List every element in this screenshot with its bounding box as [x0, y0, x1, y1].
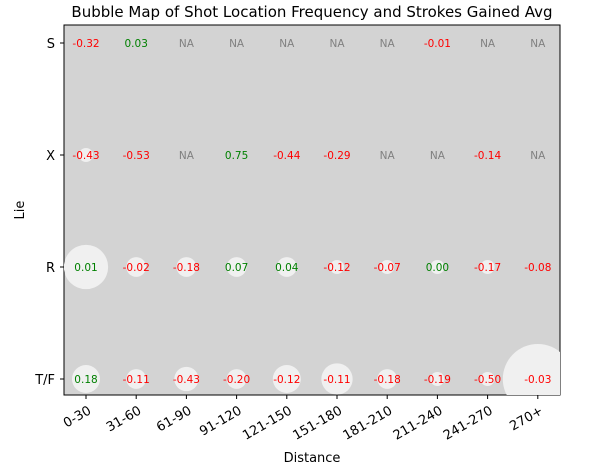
bubble-10 [79, 148, 93, 162]
plot-area [63, 24, 561, 396]
cell-label-29: -0.08 [524, 262, 551, 274]
x-tick-label-0: 0-30 [61, 403, 94, 431]
cell-label-5: NA [329, 38, 345, 50]
cell-label-37: -0.19 [424, 374, 451, 386]
cell-label-27: 0.00 [426, 262, 449, 274]
cell-label-34: -0.12 [273, 374, 300, 386]
cell-label-18: -0.14 [474, 150, 501, 162]
bubble-27 [430, 260, 445, 274]
x-axis-ticks: 0-30 31-60 61-90 91-120121-150151-180181-21… [61, 395, 546, 444]
cell-label-25: -0.12 [323, 262, 350, 274]
cell-label-2: NA [179, 38, 195, 50]
bubble-39 [502, 344, 560, 395]
cell-label-4: NA [279, 38, 295, 50]
cell-label-33: -0.20 [223, 374, 250, 386]
cell-label-16: NA [380, 150, 396, 162]
cell-label-10: -0.43 [72, 150, 99, 162]
bubble-37 [430, 372, 445, 386]
x-tick-label-4: 121-150 [240, 403, 295, 443]
bubble-28 [480, 260, 495, 274]
cell-label-22: -0.18 [173, 262, 200, 274]
cell-label-3: NA [229, 38, 245, 50]
cell-labels-layer: -0.32 0.03 NA NA NA NA NA -0.01 NA NA -0.43 -0.53 NA… [72, 38, 551, 386]
y-axis-ticks: S X R T/F [34, 37, 64, 388]
cell-label-8: NA [480, 38, 496, 50]
x-tick-label-2: 61-90 [154, 403, 194, 435]
y-tick-label-2: R [46, 261, 55, 276]
cell-label-12: NA [179, 150, 195, 162]
cell-label-13: 0.75 [225, 150, 248, 162]
cell-label-7: -0.01 [424, 38, 451, 50]
cell-label-38: -0.50 [474, 374, 501, 386]
bubble-25 [330, 260, 344, 274]
cell-label-17: NA [430, 150, 446, 162]
bubble-26 [380, 260, 395, 274]
cell-label-9: NA [530, 38, 546, 50]
x-tick-label-6: 181-210 [341, 403, 396, 443]
bubble-22 [176, 257, 197, 277]
y-axis-label: Lie [13, 201, 28, 220]
x-tick-label-3: 91-120 [197, 403, 244, 439]
cell-label-26: -0.07 [374, 262, 401, 274]
bubble-35 [321, 363, 353, 395]
x-tick-label-1: 31-60 [104, 403, 144, 435]
bubble-33 [226, 369, 247, 389]
y-tick-label-3: T/F [34, 373, 55, 388]
bubble-38 [480, 372, 495, 386]
cell-label-20: 0.01 [74, 262, 97, 274]
x-axis-label: Distance [284, 451, 341, 466]
bubble-21 [126, 257, 147, 277]
cell-label-19: NA [530, 150, 546, 162]
cell-label-28: -0.17 [474, 262, 501, 274]
bubble-24 [276, 257, 297, 277]
chart-title: Bubble Map of Shot Location Frequency an… [71, 3, 552, 21]
x-tick-label-8: 241-270 [441, 403, 496, 443]
cell-label-11: -0.53 [123, 150, 150, 162]
cell-label-36: -0.18 [374, 374, 401, 386]
cell-label-14: -0.44 [273, 150, 300, 162]
bubble-36 [377, 369, 398, 389]
bubble-34 [272, 365, 301, 393]
x-tick-label-7: 211-240 [391, 403, 446, 443]
cell-label-30: 0.18 [74, 374, 97, 386]
x-tick-label-5: 151-180 [290, 403, 345, 443]
cell-label-23: 0.07 [225, 262, 248, 274]
bubble-20 [64, 244, 109, 290]
cell-label-35: -0.11 [323, 374, 350, 386]
bubble-23 [226, 257, 247, 277]
cell-label-39: -0.03 [524, 374, 551, 386]
cell-label-6: NA [380, 38, 396, 50]
bubble-31 [126, 369, 147, 389]
cell-label-31: -0.11 [123, 374, 150, 386]
cell-label-0: -0.32 [72, 38, 99, 50]
bubble-30 [72, 365, 100, 393]
cell-label-1: 0.03 [125, 38, 148, 50]
x-tick-label-9: 270+ [507, 403, 545, 434]
bubble-32 [174, 366, 199, 392]
cell-label-21: -0.02 [123, 262, 150, 274]
bubbles-layer [64, 148, 560, 395]
y-tick-label-1: X [46, 149, 55, 164]
cell-label-24: 0.04 [275, 262, 299, 274]
cell-label-15: -0.29 [323, 150, 350, 162]
y-tick-label-0: S [47, 37, 55, 52]
cell-label-32: -0.43 [173, 374, 200, 386]
